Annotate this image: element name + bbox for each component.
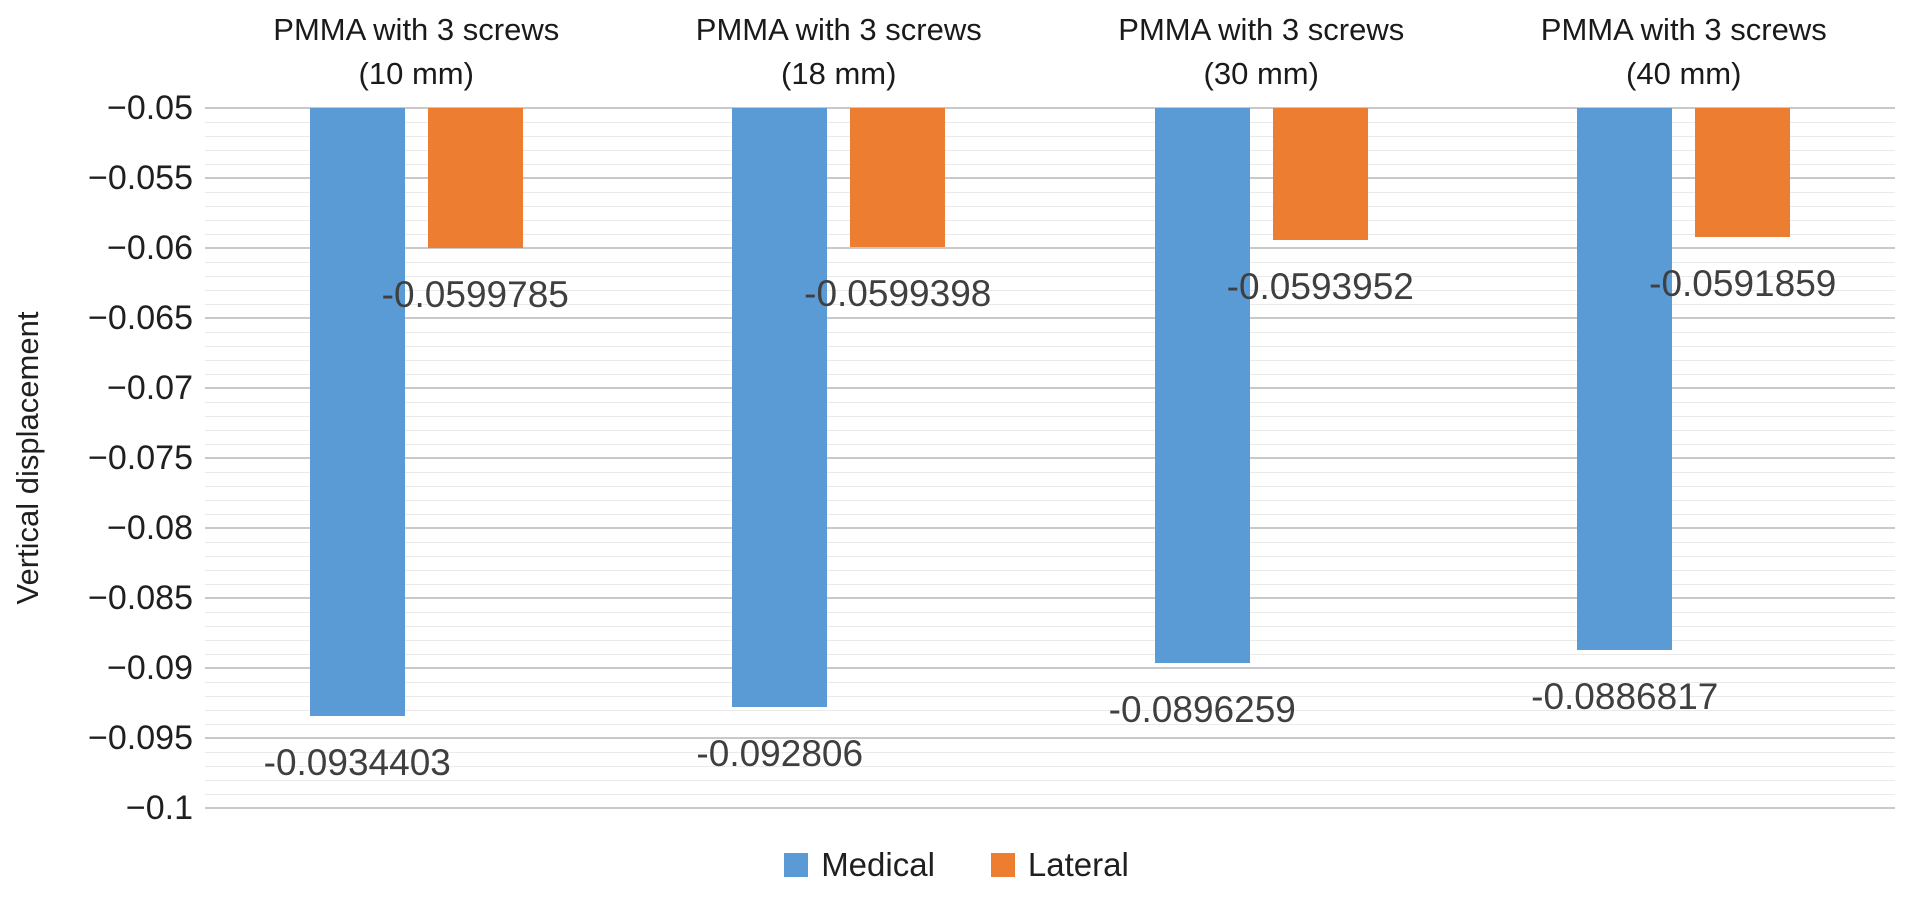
minor-gridline	[205, 430, 1895, 431]
category-label-line1: PMMA with 3 screws	[273, 12, 560, 47]
minor-gridline	[205, 472, 1895, 473]
y-tick-label: −0.1	[125, 789, 193, 827]
y-tick-label: −0.055	[88, 159, 193, 197]
major-gridline	[205, 457, 1895, 459]
major-gridline	[205, 597, 1895, 599]
bar-lateral	[427, 108, 523, 248]
legend-label-medical: Medical	[821, 846, 935, 883]
minor-gridline	[205, 626, 1895, 627]
minor-gridline	[205, 332, 1895, 333]
bar-value-label-medical: -0.0886817	[1531, 675, 1719, 717]
category-label-line2: (40 mm)	[1626, 56, 1742, 91]
minor-gridline	[205, 514, 1895, 515]
minor-gridline	[205, 276, 1895, 277]
minor-gridline	[205, 724, 1895, 725]
minor-gridline	[205, 206, 1895, 207]
category-label: PMMA with 3 screws (18 mm)	[619, 8, 1059, 96]
minor-gridline	[205, 234, 1895, 235]
category-label: PMMA with 3 screws (40 mm)	[1464, 8, 1904, 96]
minor-gridline	[205, 780, 1895, 781]
major-gridline	[205, 387, 1895, 389]
bar-medical	[1577, 108, 1673, 650]
y-tick-label: −0.085	[88, 579, 193, 617]
category-label-line2: (10 mm)	[358, 56, 474, 91]
y-tick-label: −0.095	[88, 719, 193, 757]
bar-value-label-lateral: -0.0599398	[804, 273, 992, 315]
y-tick-label: −0.08	[106, 509, 193, 547]
minor-gridline	[205, 304, 1895, 305]
minor-gridline	[205, 570, 1895, 571]
minor-gridline	[205, 164, 1895, 165]
legend-item-medical: Medical	[784, 846, 935, 884]
y-tick-label: −0.065	[88, 299, 193, 337]
minor-gridline	[205, 346, 1895, 347]
minor-gridline	[205, 220, 1895, 221]
bar-value-label-medical: -0.0896259	[1108, 688, 1296, 730]
legend-label-lateral: Lateral	[1027, 846, 1129, 883]
major-gridline	[205, 107, 1895, 109]
major-gridline	[205, 247, 1895, 249]
minor-gridline	[205, 486, 1895, 487]
minor-gridline	[205, 360, 1895, 361]
minor-gridline	[205, 500, 1895, 501]
minor-gridline	[205, 136, 1895, 137]
minor-gridline	[205, 612, 1895, 613]
category-label-line1: PMMA with 3 screws	[1540, 12, 1827, 47]
bar-medical	[732, 108, 828, 708]
major-gridline	[205, 177, 1895, 179]
category-label-line2: (30 mm)	[1203, 56, 1319, 91]
category-label: PMMA with 3 screws (10 mm)	[196, 8, 636, 96]
bar-medical	[1154, 108, 1250, 663]
minor-gridline	[205, 682, 1895, 683]
minor-gridline	[205, 696, 1895, 697]
legend: Medical Lateral	[0, 846, 1913, 884]
minor-gridline	[205, 402, 1895, 403]
minor-gridline	[205, 766, 1895, 767]
minor-gridline	[205, 444, 1895, 445]
bar-value-label-lateral: -0.0591859	[1649, 262, 1837, 304]
category-label-line2: (18 mm)	[781, 56, 897, 91]
bar-value-label-medical: -0.092806	[696, 733, 864, 775]
minor-gridline	[205, 542, 1895, 543]
y-tick-label: −0.09	[106, 649, 193, 687]
minor-gridline	[205, 584, 1895, 585]
minor-gridline	[205, 654, 1895, 655]
minor-gridline	[205, 262, 1895, 263]
y-tick-label: −0.06	[106, 229, 193, 267]
bar-lateral	[850, 108, 946, 248]
minor-gridline	[205, 192, 1895, 193]
minor-gridline	[205, 556, 1895, 557]
bar-lateral	[1695, 108, 1791, 237]
y-tick-label: −0.05	[106, 89, 193, 127]
minor-gridline	[205, 122, 1895, 123]
major-gridline	[205, 527, 1895, 529]
bar-value-label-lateral: -0.0599785	[381, 273, 569, 315]
minor-gridline	[205, 752, 1895, 753]
category-label-line1: PMMA with 3 screws	[1118, 12, 1405, 47]
major-gridline	[205, 317, 1895, 319]
major-gridline	[205, 807, 1895, 809]
minor-gridline	[205, 710, 1895, 711]
minor-gridline	[205, 640, 1895, 641]
major-gridline	[205, 737, 1895, 739]
category-label: PMMA with 3 screws (30 mm)	[1041, 8, 1481, 96]
legend-swatch-medical	[784, 853, 809, 877]
y-tick-label: −0.075	[88, 439, 193, 477]
minor-gridline	[205, 794, 1895, 795]
plot-area	[205, 107, 1895, 809]
minor-gridline	[205, 150, 1895, 151]
category-label-line1: PMMA with 3 screws	[695, 12, 982, 47]
bar-lateral	[1272, 108, 1368, 240]
y-tick-label: −0.07	[106, 369, 193, 407]
bar-value-label-medical: -0.0934403	[263, 742, 451, 784]
legend-item-lateral: Lateral	[990, 846, 1129, 884]
minor-gridline	[205, 290, 1895, 291]
minor-gridline	[205, 416, 1895, 417]
major-gridline	[205, 667, 1895, 669]
legend-swatch-lateral	[990, 853, 1015, 877]
bar-value-label-lateral: -0.0593952	[1226, 265, 1414, 307]
minor-gridline	[205, 374, 1895, 375]
bar-medical	[309, 108, 405, 717]
